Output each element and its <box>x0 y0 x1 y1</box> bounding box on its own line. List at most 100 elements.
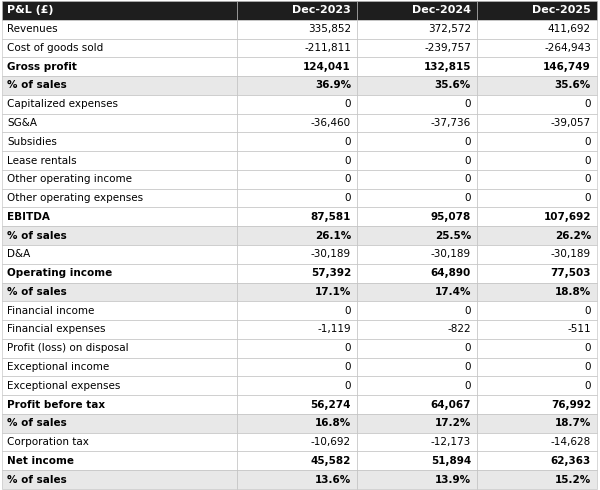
Text: 0: 0 <box>584 155 591 166</box>
Text: 0: 0 <box>464 193 471 203</box>
Bar <box>237 376 357 395</box>
Text: -264,943: -264,943 <box>544 43 591 53</box>
Bar <box>237 114 357 132</box>
Bar <box>237 470 357 489</box>
Text: 132,815: 132,815 <box>424 62 471 72</box>
Text: 372,572: 372,572 <box>428 24 471 34</box>
Text: 0: 0 <box>344 343 351 353</box>
Text: % of sales: % of sales <box>7 287 67 297</box>
Bar <box>477 245 597 264</box>
Bar <box>357 433 477 451</box>
Text: 17.1%: 17.1% <box>314 287 351 297</box>
Bar <box>357 151 477 170</box>
Bar <box>2 20 237 39</box>
Text: 0: 0 <box>584 362 591 372</box>
Bar <box>237 358 357 376</box>
Bar <box>357 207 477 226</box>
Bar <box>357 170 477 189</box>
Bar <box>357 76 477 95</box>
Text: 25.5%: 25.5% <box>435 231 471 241</box>
Bar <box>237 301 357 320</box>
Bar <box>357 39 477 57</box>
Text: 0: 0 <box>464 381 471 391</box>
Text: -39,057: -39,057 <box>551 118 591 128</box>
Bar <box>2 395 237 414</box>
Bar <box>237 320 357 339</box>
Bar <box>2 245 237 264</box>
Bar <box>477 395 597 414</box>
Text: -511: -511 <box>568 324 591 335</box>
Text: 0: 0 <box>464 343 471 353</box>
Bar <box>357 132 477 151</box>
Bar <box>237 283 357 301</box>
Bar <box>2 76 237 95</box>
Text: 15.2%: 15.2% <box>555 475 591 485</box>
Bar <box>2 57 237 76</box>
Text: 107,692: 107,692 <box>544 212 591 222</box>
Bar <box>477 57 597 76</box>
Bar <box>237 451 357 470</box>
Text: 35.6%: 35.6% <box>435 80 471 91</box>
Text: Cost of goods sold: Cost of goods sold <box>7 43 103 53</box>
Text: Capitalized expenses: Capitalized expenses <box>7 99 118 109</box>
Text: % of sales: % of sales <box>7 475 67 485</box>
Text: P&L (£): P&L (£) <box>7 5 53 15</box>
Bar <box>237 207 357 226</box>
Text: Exceptional expenses: Exceptional expenses <box>7 381 121 391</box>
Text: Financial income: Financial income <box>7 306 94 316</box>
Bar <box>237 76 357 95</box>
Bar <box>477 189 597 207</box>
Bar <box>357 358 477 376</box>
Text: Lease rentals: Lease rentals <box>7 155 77 166</box>
Bar <box>477 301 597 320</box>
Text: % of sales: % of sales <box>7 418 67 428</box>
Text: 0: 0 <box>464 174 471 184</box>
Text: Corporation tax: Corporation tax <box>7 437 89 447</box>
Bar <box>2 301 237 320</box>
Text: 64,890: 64,890 <box>431 268 471 278</box>
Bar <box>357 57 477 76</box>
Text: 124,041: 124,041 <box>303 62 351 72</box>
Bar <box>477 470 597 489</box>
Text: -30,189: -30,189 <box>431 249 471 259</box>
Bar <box>357 20 477 39</box>
Text: 26.1%: 26.1% <box>315 231 351 241</box>
Text: Dec-2024: Dec-2024 <box>412 5 471 15</box>
Text: Dec-2025: Dec-2025 <box>532 5 591 15</box>
Bar <box>237 245 357 264</box>
Bar <box>237 226 357 245</box>
Bar <box>477 451 597 470</box>
Bar <box>477 207 597 226</box>
Bar <box>237 95 357 114</box>
Bar <box>237 170 357 189</box>
Text: -30,189: -30,189 <box>551 249 591 259</box>
Text: 0: 0 <box>464 362 471 372</box>
Text: 0: 0 <box>464 99 471 109</box>
Bar <box>357 376 477 395</box>
Bar <box>237 20 357 39</box>
Bar <box>357 245 477 264</box>
Text: 95,078: 95,078 <box>431 212 471 222</box>
Bar <box>237 132 357 151</box>
Text: 64,067: 64,067 <box>431 399 471 410</box>
Bar <box>357 189 477 207</box>
Bar <box>2 414 237 433</box>
Bar <box>357 320 477 339</box>
Bar <box>237 39 357 57</box>
Bar <box>2 132 237 151</box>
Bar <box>2 114 237 132</box>
Text: Dec-2023: Dec-2023 <box>292 5 351 15</box>
Text: 0: 0 <box>584 174 591 184</box>
Text: -36,460: -36,460 <box>311 118 351 128</box>
Bar <box>237 414 357 433</box>
Text: 35.6%: 35.6% <box>555 80 591 91</box>
Bar <box>357 414 477 433</box>
Text: 0: 0 <box>344 99 351 109</box>
Text: 0: 0 <box>584 306 591 316</box>
Text: % of sales: % of sales <box>7 231 67 241</box>
Bar <box>477 339 597 358</box>
Bar <box>477 414 597 433</box>
Text: -211,811: -211,811 <box>304 43 351 53</box>
Bar <box>357 470 477 489</box>
Text: 62,363: 62,363 <box>551 456 591 466</box>
